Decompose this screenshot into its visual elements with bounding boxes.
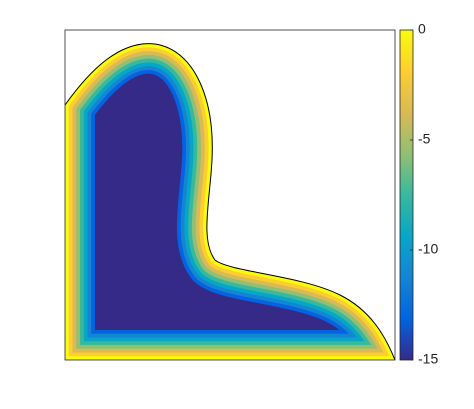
- colorbar-tick-label: 0: [418, 21, 426, 37]
- axes-box: [64, 29, 396, 361]
- field: [65, 43, 395, 360]
- colorbar-tick-label: -15: [418, 351, 438, 367]
- boundary: [64, 43, 396, 361]
- colorbar-tick-label: -5: [418, 131, 431, 147]
- field-interior: [65, 43, 395, 360]
- colorbar-tick-label: -10: [418, 241, 438, 257]
- colorbar: [399, 29, 414, 361]
